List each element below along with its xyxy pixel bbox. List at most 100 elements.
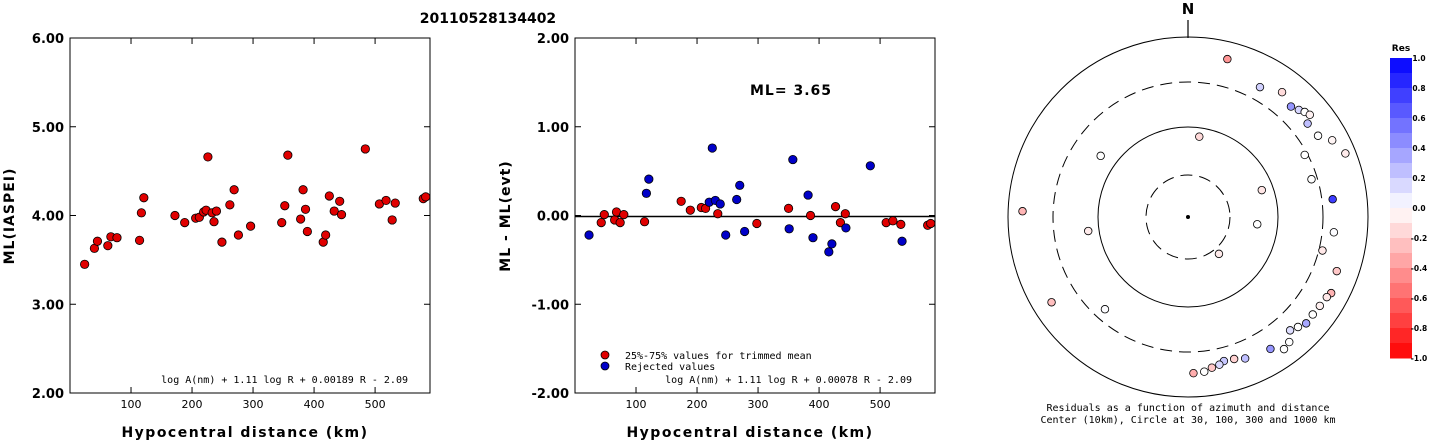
ring-100km — [1097, 126, 1279, 308]
middle-data-point — [732, 194, 742, 205]
polar-station-point — [1285, 326, 1295, 335]
left-data-point — [280, 201, 290, 211]
polar-station-point — [1332, 266, 1341, 276]
middle-data-point — [897, 236, 907, 246]
middle-data-point — [676, 196, 686, 206]
colorbar-ticks: 1.0 0.8 0.6 0.4 0.2 0.0 -0.2 -0.4 -0.6 -0.8 -1.0 — [1411, 54, 1427, 363]
middle-data-point — [841, 223, 851, 233]
left-xtick-label: 300 — [243, 398, 264, 411]
left-data-point — [209, 217, 219, 227]
middle-data-point — [808, 233, 818, 243]
middle-xtick-label: 100 — [626, 398, 647, 411]
colorbar-cell — [1390, 193, 1412, 209]
left-data-point — [277, 218, 287, 228]
polar-station-point — [1200, 367, 1209, 376]
polar-station-point — [1293, 322, 1303, 332]
left-xtick-label: 500 — [365, 398, 386, 411]
ring-30km — [1145, 174, 1231, 260]
colorbar-cell — [1390, 58, 1412, 74]
polar-station-point — [1341, 149, 1350, 158]
legend-red-marker — [600, 350, 610, 360]
colorbar-cell — [1390, 238, 1412, 254]
colorbar-tick-label: 0.6 — [1412, 114, 1425, 123]
polar-points — [1018, 54, 1350, 378]
middle-xticks: 100 200 300 400 500 — [626, 38, 891, 411]
middle-data-point — [639, 217, 650, 227]
legend-blue-label: Rejected values — [625, 362, 715, 373]
left-data-point — [300, 204, 311, 214]
middle-yticks: 2.00 1.00 0.00 -1.00 -2.00 — [532, 32, 935, 402]
polar-station-point — [1195, 132, 1204, 141]
left-data-point — [233, 230, 244, 240]
left-data-point — [139, 193, 149, 203]
ring-1000km — [1007, 36, 1369, 398]
middle-xtick-label: 200 — [687, 398, 708, 411]
left-data-point — [203, 152, 213, 162]
left-data-point — [136, 208, 146, 218]
colorbar-cell — [1390, 223, 1412, 239]
left-ytick-label: 3.00 — [32, 298, 64, 313]
middle-ytick-label: -2.00 — [532, 387, 569, 402]
left-xtick-label: 400 — [304, 398, 325, 411]
middle-data-point — [805, 210, 816, 221]
middle-data-point — [735, 180, 745, 190]
polar-station-point — [1253, 220, 1262, 229]
left-y-axis-label: ML(IASPEI) — [2, 168, 18, 265]
colorbar-cell — [1390, 328, 1412, 344]
left-data-point — [421, 192, 431, 202]
left-data-point — [360, 144, 370, 154]
middle-data-point — [783, 203, 794, 213]
left-data-point — [302, 226, 312, 237]
polar-station-point — [1328, 195, 1337, 204]
polar-station-point — [1301, 319, 1311, 328]
middle-data-point — [644, 174, 654, 184]
middle-data-point — [926, 218, 936, 229]
polar-station-point — [1214, 249, 1224, 259]
colorbar-tick-label: 0.8 — [1412, 84, 1425, 93]
ml-value-text: ML= 3.65 — [750, 83, 832, 99]
left-data-point — [170, 210, 180, 221]
left-data-point — [381, 195, 391, 206]
colorbar-cell — [1390, 118, 1412, 134]
polar-station-point — [1308, 310, 1317, 319]
left-x-axis-label: Hypocentral distance (km) — [121, 425, 368, 441]
middle-data-point — [715, 199, 725, 209]
middle-data-point — [619, 210, 629, 220]
polar-station-point — [1285, 337, 1294, 347]
polar-caption-line2: Center (10km), Circle at 30, 100, 300 an… — [1040, 415, 1335, 426]
polar-station-point — [1286, 102, 1296, 111]
middle-data-point — [788, 154, 798, 165]
left-data-point — [336, 210, 347, 220]
colorbar-title: Res — [1392, 44, 1410, 54]
left-data-point — [329, 206, 339, 216]
left-data-point — [298, 185, 308, 195]
colorbar-cell — [1390, 268, 1412, 284]
left-data-point — [246, 221, 256, 231]
middle-data-point — [641, 188, 651, 198]
colorbar-tick-label: 0.0 — [1412, 204, 1425, 213]
polar-panel: N Residuals as a function of azimuth and… — [1007, 0, 1369, 426]
colorbar-cell — [1390, 313, 1412, 329]
left-data-point — [112, 233, 122, 243]
polar-station-point — [1279, 344, 1289, 354]
left-formula: log A(nm) + 1.11 log R + 0.00189 R - 2.0… — [161, 375, 408, 386]
middle-xtick-label: 300 — [748, 398, 769, 411]
left-ytick-label: 6.00 — [32, 32, 64, 47]
polar-station-point — [1300, 150, 1309, 160]
left-plot-frame — [69, 37, 431, 394]
colorbar-tick-label: -0.2 — [1411, 234, 1427, 243]
middle-data-point — [865, 161, 875, 171]
middle-data-point — [721, 230, 731, 240]
polar-station-point — [1215, 360, 1224, 369]
colorbar-cell — [1390, 148, 1412, 164]
middle-formula: log A(nm) + 1.11 log R + 0.00078 R - 2.0… — [665, 375, 912, 386]
middle-ytick-label: 0.00 — [537, 210, 569, 225]
left-panel: 6.00 5.00 4.00 3.00 2.00 100 200 300 400 500 ML(… — [2, 32, 431, 441]
legend-red-label: 25%-75% values for trimmed mean — [625, 351, 812, 362]
polar-station-point — [1303, 119, 1312, 128]
middle-ytick-label: -1.00 — [532, 298, 569, 313]
left-ytick-label: 4.00 — [32, 210, 64, 225]
left-data-point — [134, 235, 145, 245]
left-data-point — [321, 230, 331, 240]
